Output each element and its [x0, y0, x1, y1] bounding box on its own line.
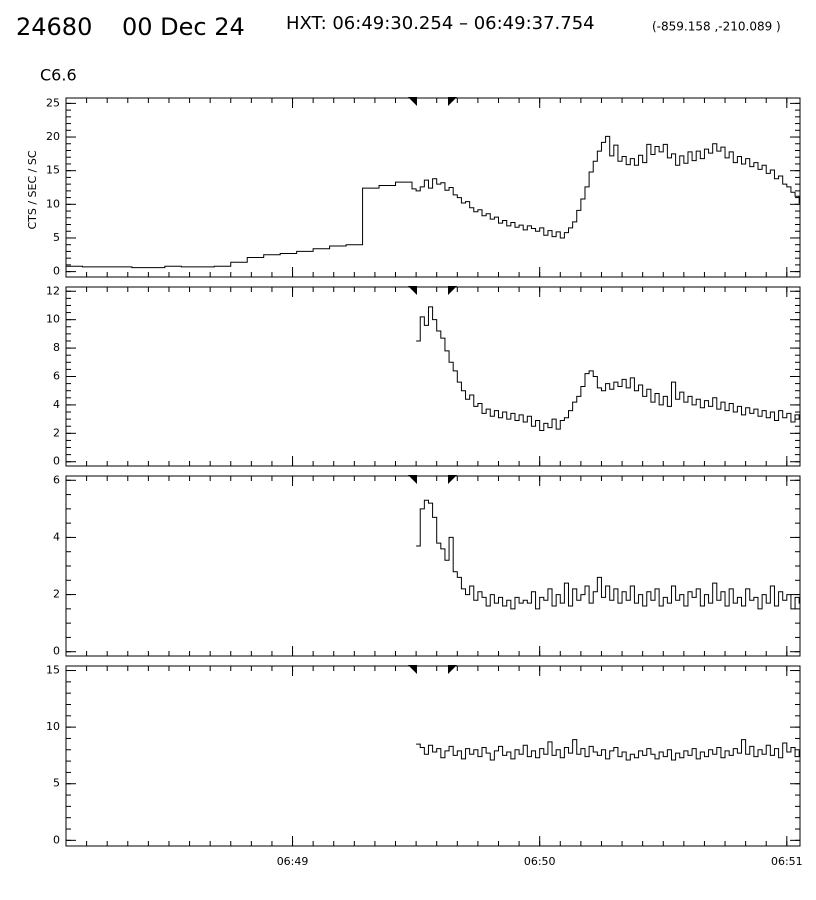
position: (-859.158 ,-210.089 )	[652, 20, 781, 34]
y-tick-label: 5	[53, 231, 60, 244]
flare-class: C6.6	[40, 66, 77, 85]
interval-end-marker	[448, 286, 457, 295]
interval-end-marker	[448, 665, 457, 674]
interval-start-marker	[408, 475, 417, 484]
y-tick-label: 15	[46, 664, 60, 677]
y-tick-label: 4	[53, 530, 60, 543]
y-tick-label: 0	[53, 645, 60, 658]
y-tick-label: 0	[53, 833, 60, 846]
light-curve	[416, 739, 800, 761]
y-tick-label: 20	[46, 130, 60, 143]
x-tick-label: 06:49	[277, 855, 309, 868]
interval-start-marker	[408, 286, 417, 295]
time-interval: HXT: 06:49:30.254 – 06:49:37.754	[286, 13, 595, 34]
y-tick-label: 15	[46, 164, 60, 177]
x-tick-label: 06:50	[524, 855, 556, 868]
y-tick-label: 6	[53, 473, 60, 486]
light-curve	[66, 135, 800, 269]
y-tick-label: 0	[53, 455, 60, 468]
y-tick-label: 10	[46, 313, 60, 326]
y-tick-label: 5	[53, 777, 60, 790]
y-tick-label: 0	[53, 265, 60, 278]
light-curve	[416, 499, 800, 610]
interval-start-marker	[408, 665, 417, 674]
y-tick-label: 2	[53, 588, 60, 601]
observation-id: 24680	[16, 13, 92, 41]
y-axis-label: CTS / SEC / SC	[26, 150, 39, 229]
light-curve	[416, 306, 800, 431]
y-tick-label: 10	[46, 720, 60, 733]
y-tick-label: 8	[53, 341, 60, 354]
y-tick-label: 12	[46, 284, 60, 297]
y-tick-label: 25	[46, 96, 60, 109]
interval-start-marker	[408, 97, 417, 106]
y-tick-label: 2	[53, 426, 60, 439]
panel-frame	[65, 665, 801, 847]
y-tick-label: 6	[53, 370, 60, 383]
y-tick-label: 10	[46, 197, 60, 210]
panel-frame	[65, 97, 801, 278]
x-tick-label: 06:51	[771, 855, 803, 868]
y-tick-label: 4	[53, 398, 60, 411]
interval-end-marker	[448, 97, 457, 106]
observation-date: 00 Dec 24	[122, 13, 245, 41]
interval-end-marker	[448, 475, 457, 484]
